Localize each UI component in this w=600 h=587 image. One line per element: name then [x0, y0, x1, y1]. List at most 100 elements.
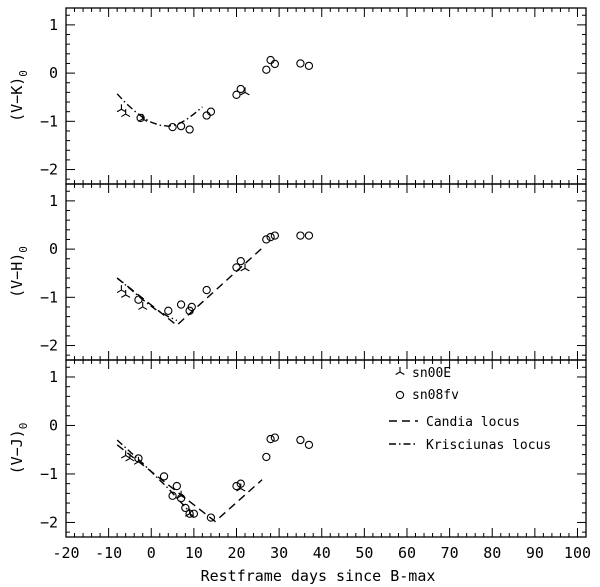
x-tick-label: 0: [147, 544, 156, 562]
x-tick-label: -10: [95, 544, 122, 562]
y-axis-title-sub: 0: [17, 246, 30, 253]
sn08fv-point: [168, 491, 177, 500]
sn08fv-point: [185, 509, 194, 518]
x-tick-label: 50: [355, 544, 373, 562]
sn08fv-point: [134, 454, 143, 463]
x-tick-label: 80: [483, 544, 501, 562]
y-tick-label: 0: [49, 240, 58, 258]
y-tick-label: 1: [49, 192, 58, 210]
sn00e-point: [125, 453, 135, 462]
sn08fv-point: [189, 509, 199, 518]
y-axis-title-main: (V−K): [8, 77, 26, 122]
sn08fv-point: [181, 503, 190, 513]
sn00e-point: [121, 450, 131, 459]
candia-locus-line: [116, 247, 263, 327]
sn08fv-point: [176, 121, 186, 131]
sn08fv-point: [236, 257, 245, 266]
sn08fv-point: [206, 107, 216, 116]
y-tick-label: 0: [49, 64, 58, 82]
sn08fv-point: [168, 122, 177, 132]
legend-label-sn00e: sn00E: [412, 366, 451, 381]
candia-locus-line: [116, 444, 263, 523]
sn08fv-point: [296, 231, 305, 240]
sn08fv-point: [304, 231, 314, 240]
y-tick-label: −2: [40, 337, 58, 355]
sn08fv-point: [232, 481, 241, 491]
sn00e-point: [121, 109, 131, 118]
sn08fv-point: [159, 472, 169, 481]
y-tick-label: 0: [49, 416, 58, 434]
sn08fv-point: [296, 435, 305, 445]
y-tick-label: −1: [40, 465, 58, 483]
sn08fv-point: [266, 434, 275, 444]
x-tick-label: 90: [526, 544, 544, 562]
sn08fv-point: [266, 232, 275, 242]
sn08fv-point: [270, 433, 280, 442]
panel-frame-vk: [65, 7, 587, 185]
x-tick-label: 70: [441, 544, 459, 562]
panel-vj: −2 −1 0 1 (V−J)0: [8, 359, 587, 538]
sn08fv-point: [202, 111, 211, 120]
sn08fv-point: [270, 231, 280, 240]
sn08fv-point: [270, 59, 280, 69]
y-axis-title-sub: 0: [17, 423, 30, 430]
sn08fv-point: [176, 494, 186, 503]
krisciunas-locus-line: [116, 439, 191, 513]
sn00e-point: [240, 263, 250, 272]
x-tick-label: -20: [52, 544, 79, 562]
x-axis-title: Restframe days since B-max: [201, 567, 436, 585]
sn08fv-point: [236, 84, 245, 94]
sn08fv-point: [185, 125, 194, 134]
panel-vh: −2−101(V−H)0: [8, 183, 587, 361]
panel-frame-vj: [65, 359, 587, 538]
sn08fv-point: [164, 306, 173, 315]
panel-vk: −2 −1 0 1 (V−K)0: [8, 7, 587, 185]
y-axis-title-vj: (V−J)0: [8, 423, 30, 475]
x-tick-label: 40: [313, 544, 331, 562]
sn00e-point: [116, 285, 127, 294]
x-tick-label: 10: [185, 544, 203, 562]
y-tick-label: −1: [40, 112, 58, 130]
legend: sn00E sn08fv Candia locus Krisciunas locus: [389, 366, 551, 453]
sn08fv-point: [304, 440, 314, 450]
sn00e-point: [138, 301, 148, 310]
panel-frame-vh: [65, 183, 587, 361]
sn08fv-point: [202, 285, 211, 295]
sn08fv-point: [134, 295, 143, 304]
sn08fv-point: [236, 479, 245, 488]
sn08fv-point: [172, 481, 181, 491]
sn08fv-point: [304, 61, 314, 71]
y-axis-title-main: (V−H): [8, 253, 26, 298]
x-tick-label: 20: [227, 544, 245, 562]
x-tick-label: 30: [270, 544, 288, 562]
y-axis-title-vh: (V−H)0: [8, 246, 30, 298]
legend-label-candia: Candia locus: [426, 415, 520, 430]
sn08fv-point: [262, 452, 271, 462]
x-tick-label: 60: [398, 544, 416, 562]
y-tick-label: −2: [40, 161, 58, 179]
y-tick-label: −2: [40, 513, 58, 531]
sn08fv-point: [262, 235, 271, 244]
krisciunas-locus-line: [116, 93, 203, 127]
sn08fv-point: [176, 300, 186, 309]
sn00e-point: [240, 87, 250, 96]
sn08fv-point: [232, 90, 241, 99]
sn00e-point: [121, 289, 131, 298]
y-axis-title-vk: (V−K)0: [8, 70, 30, 122]
legend-sn08fv-marker: [395, 390, 405, 400]
legend-sn00e-marker: [395, 367, 405, 375]
y-tick-label: 1: [49, 16, 58, 34]
y-tick-label: −1: [40, 288, 58, 306]
y-tick-label: 1: [49, 368, 58, 386]
sn00e-point: [116, 104, 127, 113]
legend-label-krisciunas: Krisciunas locus: [426, 438, 551, 453]
sn08fv-point: [262, 65, 271, 74]
sn08fv-point: [296, 59, 305, 68]
legend-label-sn08fv: sn08fv: [412, 388, 459, 403]
sn08fv-point: [206, 513, 216, 522]
sn08fv-point: [187, 302, 196, 312]
sn08fv-point: [136, 113, 145, 123]
sn08fv-point: [232, 263, 241, 272]
sn08fv-point: [266, 55, 275, 65]
